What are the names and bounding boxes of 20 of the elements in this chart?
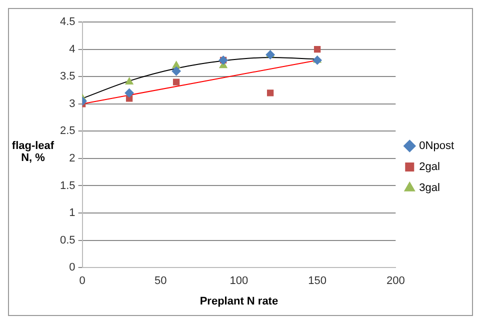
- y-axis-title: flag-leaf N, %: [10, 140, 56, 164]
- y-tick-label: 3.5: [60, 70, 76, 83]
- legend-label: 2gal: [419, 161, 440, 174]
- x-axis-title: Preplant N rate: [200, 295, 278, 308]
- x-tick-label: 150: [308, 275, 326, 288]
- y-tick-label: 0: [69, 262, 76, 274]
- x-tick-label: 0: [79, 275, 86, 288]
- y-tick-label: 4: [69, 43, 76, 56]
- x-tick-label: 100: [230, 275, 248, 288]
- y-tick-label: 1: [69, 207, 76, 220]
- y-tick-label: 2.5: [60, 125, 76, 138]
- y-tick-label: 3: [69, 98, 76, 110]
- legend-label: 0Npost: [419, 140, 454, 152]
- y-tick-label: 2: [69, 152, 76, 164]
- y-tick-label: 4.5: [60, 16, 76, 28]
- legend-label: 3gal: [419, 182, 440, 194]
- x-tick-label: 50: [154, 275, 167, 288]
- y-tick-label: 1.5: [60, 180, 76, 192]
- y-tick-label: 0.5: [60, 234, 76, 246]
- x-tick-label: 200: [386, 275, 405, 288]
